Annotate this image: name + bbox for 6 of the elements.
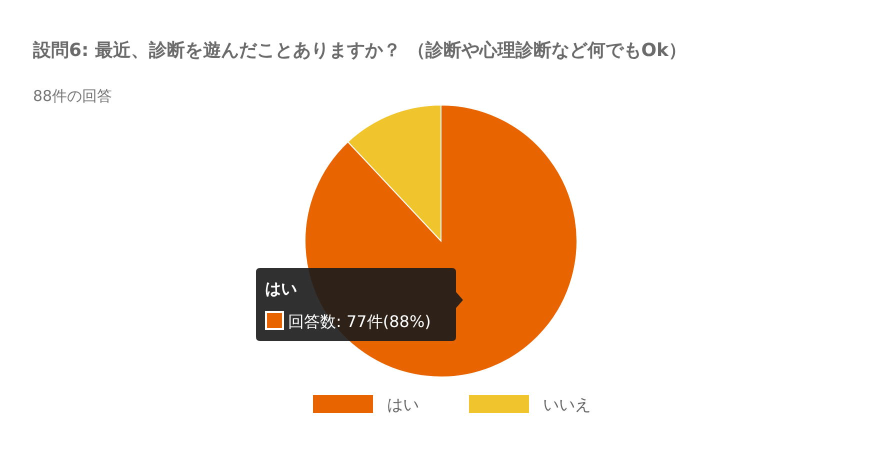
legend-label: いいえ [543, 395, 591, 414]
text: 回答数: 77件(88%) [288, 312, 431, 331]
legend-label: はい [387, 395, 419, 414]
chart-title: 設問6: 最近、診断を遊んだことありますか？ （診断や心理診断など何でもOk） [32, 40, 687, 61]
text: はい [265, 279, 297, 298]
text: 88件の回答 [33, 87, 112, 105]
